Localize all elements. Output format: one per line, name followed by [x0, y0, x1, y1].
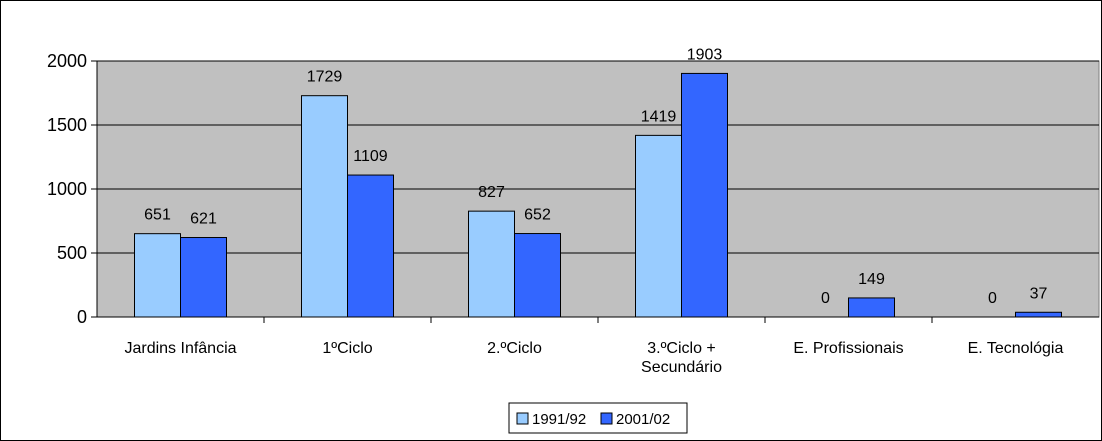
data-label: 1419 [641, 108, 677, 125]
category-label: E. Profissionais [793, 340, 903, 357]
category-label: 2.ºCiclo [487, 340, 542, 357]
category-label: Jardins Infância [124, 340, 236, 357]
data-label: 1109 [353, 148, 388, 165]
bar-0-3 [635, 134, 682, 318]
bar-1-2 [514, 233, 561, 318]
data-label: 827 [478, 184, 505, 201]
legend-swatch-1 [600, 412, 613, 425]
bar-1-3 [681, 72, 728, 318]
legend [508, 402, 688, 434]
category-label: Secundário [641, 359, 722, 376]
category-label: 1ºCiclo [322, 340, 372, 357]
bar-1-4 [848, 297, 895, 318]
y-tick-label: 2000 [47, 51, 87, 71]
data-label: 651 [144, 207, 171, 224]
bar-1-5 [1015, 311, 1062, 318]
bar-0-2 [468, 210, 515, 318]
bar-1-0 [180, 237, 227, 318]
data-label: 37 [1030, 285, 1048, 302]
data-label: 149 [858, 271, 885, 288]
bar-0-1 [301, 95, 348, 318]
y-tick-label: 1000 [47, 179, 87, 199]
bar-1-1 [347, 174, 394, 318]
y-tick-label: 0 [77, 307, 87, 327]
category-label: E. Tecnológia [968, 340, 1064, 357]
data-label: 621 [190, 211, 217, 228]
y-tick-label: 1500 [47, 115, 87, 135]
legend-entry: 1991/92 [532, 411, 586, 428]
bar-0-0 [134, 233, 181, 318]
legend-entry: 2001/02 [616, 411, 670, 428]
data-label: 0 [988, 290, 997, 307]
data-label: 1729 [307, 69, 343, 86]
data-label: 1903 [687, 46, 723, 63]
y-tick-label: 500 [57, 243, 87, 263]
data-label: 0 [821, 290, 830, 307]
legend-swatch-0 [516, 412, 529, 425]
category-label: 3.ºCiclo + [647, 340, 716, 357]
data-label: 652 [524, 207, 551, 224]
